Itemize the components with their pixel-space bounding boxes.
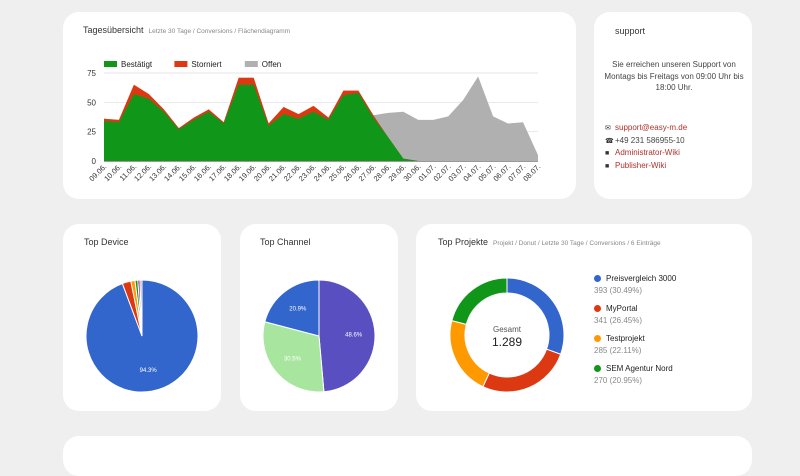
legend-dot [594,275,601,282]
admin-wiki-link[interactable]: Administrator-Wiki [615,148,680,157]
legend-label: Offen [262,60,281,69]
legend-item-testprojekt: Testprojekt 285 (22.11%) [594,334,645,355]
legend-name: Preisvergleich 3000 [606,274,677,283]
support-email-row[interactable]: ✉ support@easy-m.de [605,122,687,135]
top-channel-card: Top Channel 48.6% 30.5% 20.9% [240,224,398,411]
support-contact-list: ✉ support@easy-m.de ☎+49 231 586955-10 ■ A… [605,122,687,172]
phone-icon: ☎ [605,137,614,145]
tagesuebersicht-title: Tagesübersicht Letzte 30 Tage / Conversio… [83,25,290,35]
y-tick-label: 0 [92,157,97,166]
legend-dot [594,305,601,312]
y-tick-label: 75 [87,69,96,78]
book-icon: ■ [605,150,610,157]
pie-slice-label: 94.3% [140,368,158,374]
pie-slice [264,279,320,337]
y-tick-label: 25 [87,128,96,137]
pie-slice-label: 30.5% [284,356,302,362]
tagesuebersicht-card: Tagesübersicht Letzte 30 Tage / Conversio… [63,12,576,199]
legend-swatch [104,61,117,67]
pie-slice [451,277,508,326]
top-channel-pie-chart: 48.6% 30.5% 20.9% [262,279,376,393]
card-title-text: Top Projekte [438,237,489,247]
top-projekte-card: Top Projekte Projekt / Donut / Letzte 30 … [416,224,752,411]
pie-slice-label: 48.6% [345,332,363,338]
legend-value: 285 (22.11%) [594,346,642,355]
support-email-link[interactable]: support@easy-m.de [615,123,688,132]
bottom-card [63,436,752,476]
legend-name: Testprojekt [606,334,645,343]
publisher-wiki-link[interactable]: Publisher-Wiki [615,160,667,170]
legend-item-myportal: MyPortal 341 (26.45%) [594,304,642,325]
donut-center-value: 1.289 [492,335,522,349]
legend-name: SEM Agentur Nord [606,364,673,373]
pie-slice [482,348,562,393]
legend-item-sem-agentur: SEM Agentur Nord 270 (20.95%) [594,364,673,385]
support-phone: +49 231 586955-10 [615,135,685,145]
top-projekte-title: Top Projekte Projekt / Donut / Letzte 30 … [438,237,661,247]
support-title: support [615,26,646,36]
legend-swatch [174,61,188,67]
publisher-wiki-row[interactable]: ■ Publisher-Wiki [605,160,687,173]
support-card: support Sie erreichen unseren Support vo… [594,12,752,199]
tagesuebersicht-area-chart: 025507509.06.10.06.11.06.12.06.13.06.14.… [87,60,542,183]
legend-value: 270 (20.95%) [594,376,643,385]
top-channel-title: Top Channel [260,237,311,247]
support-phone-row: ☎+49 231 586955-10 [605,135,687,148]
card-subtitle: Letzte 30 Tage / Conversions / Flächendi… [148,28,291,35]
legend-dot [594,335,601,342]
y-tick-label: 50 [87,98,96,107]
support-hours-text: Sie erreichen unseren Support von Montag… [604,60,744,92]
legend-item-preisvergleich: Preisvergleich 3000 393 (30.49%) [594,274,676,295]
pie-slice [449,320,490,388]
admin-wiki-row[interactable]: ■ Administrator-Wiki [605,147,687,160]
legend-dot [594,365,601,372]
legend-swatch [244,61,258,67]
legend-label: Bestätigt [121,60,153,69]
series-area-bestaetigt [104,84,538,161]
pie-slice [262,321,325,393]
top-device-card: Top Device 94.3% [63,224,221,411]
top-device-pie-chart: 94.3% [85,279,199,393]
donut-center-label: Gesamt [493,325,522,334]
pie-slice [139,279,143,337]
top-device-title: Top Device [84,237,129,247]
legend-name: MyPortal [606,304,638,313]
card-subtitle: Projekt / Donut / Letzte 30 Tage / Conve… [493,240,661,247]
pie-slice [318,279,376,393]
envelope-icon: ✉ [605,125,611,132]
pie-slice-label: 20.9% [289,306,307,312]
legend-value: 341 (26.45%) [594,316,643,325]
legend-value: 393 (30.49%) [594,286,643,295]
x-tick-label: 08.07. [521,162,542,183]
book-icon: ■ [605,162,610,170]
card-title-text: Tagesübersicht [83,25,144,35]
legend-label: Storniert [191,60,222,69]
